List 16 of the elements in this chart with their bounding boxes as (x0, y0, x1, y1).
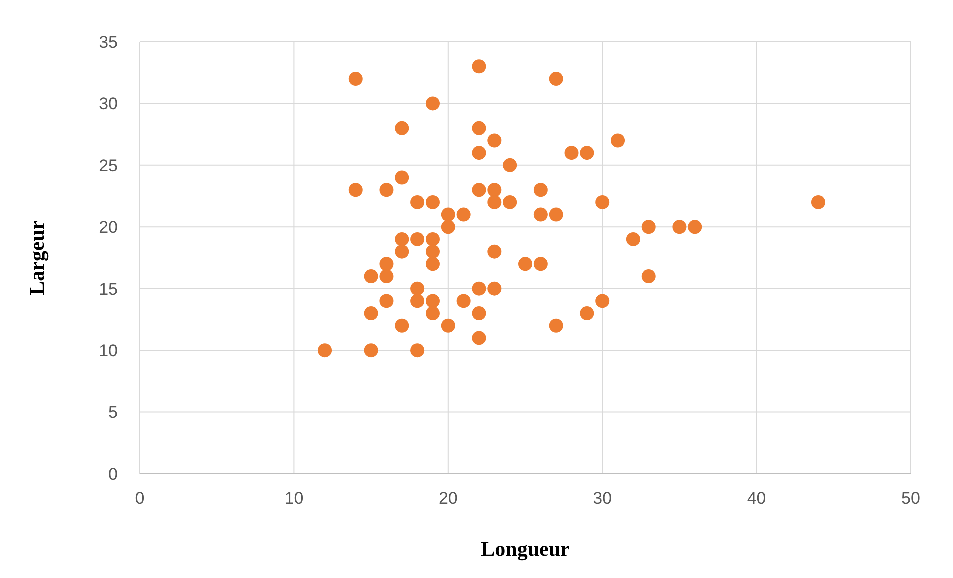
x-tick-label: 30 (593, 489, 612, 508)
x-axis-title: Longueur (481, 537, 570, 561)
y-axis-title: Largeur (25, 220, 49, 296)
y-tick-label: 20 (99, 218, 118, 238)
x-tick-label: 10 (284, 489, 304, 508)
x-tick-label: 40 (747, 489, 766, 508)
x-tick-label: 50 (902, 489, 920, 508)
x-tick-label: 20 (438, 489, 458, 508)
y-tick-label: 0 (108, 464, 118, 484)
y-tick-label: 10 (99, 342, 118, 361)
y-tick-label: 35 (99, 32, 118, 52)
y-tick-label: 25 (99, 156, 118, 176)
y-tick-label: 15 (99, 280, 118, 299)
y-tick-label: 5 (108, 403, 118, 422)
y-tick-label: 30 (99, 94, 118, 114)
x-tick-label: 0 (135, 489, 145, 508)
